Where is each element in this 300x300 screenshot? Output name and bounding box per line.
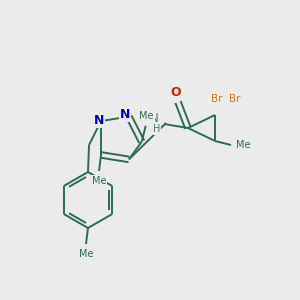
- Text: N: N: [150, 112, 158, 124]
- Text: O: O: [171, 85, 181, 98]
- Text: Me: Me: [92, 176, 106, 186]
- Text: H: H: [153, 124, 161, 134]
- Text: N: N: [94, 113, 104, 127]
- Text: Me: Me: [79, 249, 93, 259]
- Text: Br: Br: [229, 94, 241, 104]
- Text: N: N: [120, 108, 130, 121]
- Text: Me: Me: [140, 111, 154, 121]
- Text: Me: Me: [236, 140, 250, 150]
- Text: Br: Br: [211, 94, 223, 104]
